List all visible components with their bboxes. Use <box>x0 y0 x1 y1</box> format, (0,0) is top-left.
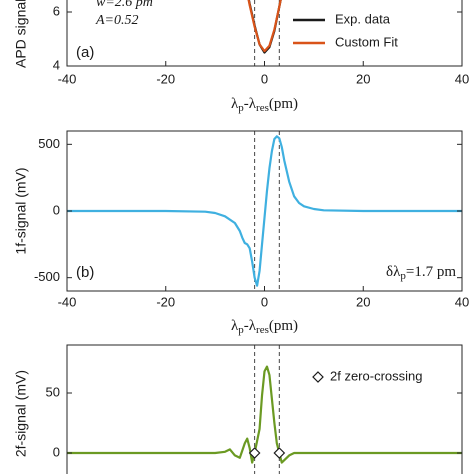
legend-label: 2f zero-crossing <box>330 368 422 383</box>
subscript: p <box>400 270 406 282</box>
x-tick-label: 0 <box>261 294 268 309</box>
data-line <box>67 135 462 287</box>
marker <box>273 447 286 459</box>
annotation: w=2.6 pm <box>96 0 153 10</box>
plot-area <box>67 131 462 291</box>
plot-area <box>247 0 282 66</box>
subscript: p <box>238 102 244 114</box>
subscript: res <box>256 324 269 336</box>
data-line <box>247 0 282 54</box>
subscript: res <box>256 102 269 114</box>
label-part: -λ <box>244 96 257 112</box>
y-axis-label: 1f-signal (mV) <box>13 167 29 254</box>
label: λp-λres(pm) <box>231 96 298 113</box>
label-part: λ <box>231 96 239 112</box>
y-tick-label: 4 <box>53 57 60 72</box>
x-tick-label: -40 <box>58 71 77 86</box>
label-part: (pm) <box>269 318 298 334</box>
label: λp-λres(pm) <box>231 318 298 335</box>
annotation: A=0.52 <box>95 13 139 28</box>
label-part: -λ <box>244 318 257 334</box>
axes-frame <box>66 344 463 474</box>
x-tick-label: 40 <box>455 71 469 86</box>
subscript: p <box>238 324 244 336</box>
x-tick-label: 40 <box>455 294 469 309</box>
label: δλp=1.7 pm <box>386 264 456 281</box>
y-tick-label: 6 <box>53 3 60 18</box>
legend-label: Custom Fit <box>335 34 398 49</box>
y-tick-label: 50 <box>46 384 60 399</box>
label-part: δλ <box>386 264 401 280</box>
y-tick-label: 0 <box>53 202 60 217</box>
x-tick-label: 0 <box>261 71 268 86</box>
y-tick-label: 0 <box>53 444 60 459</box>
y-tick-label: 500 <box>38 136 60 151</box>
x-tick-label: 20 <box>356 294 370 309</box>
x-tick-label: 20 <box>356 71 370 86</box>
x-tick-label: -20 <box>156 294 175 309</box>
marker <box>248 447 261 459</box>
label-part: =1.7 pm <box>406 264 456 280</box>
y-axis-label: 2f-signal (mV) <box>13 370 29 457</box>
data-line <box>247 0 282 53</box>
label-part: (pm) <box>269 96 298 112</box>
data-line <box>67 365 462 464</box>
x-tick-label: -20 <box>156 71 175 86</box>
panel-label: (a) <box>76 44 94 61</box>
panel-label: (b) <box>76 264 94 281</box>
plot-area <box>67 345 462 474</box>
y-axis-label: APD signal (V) <box>13 0 29 68</box>
label-part: λ <box>231 318 239 334</box>
legend-label: Exp. data <box>335 11 391 26</box>
legend-marker <box>312 371 324 383</box>
y-tick-label: -500 <box>34 269 60 284</box>
x-tick-label: -40 <box>58 294 77 309</box>
